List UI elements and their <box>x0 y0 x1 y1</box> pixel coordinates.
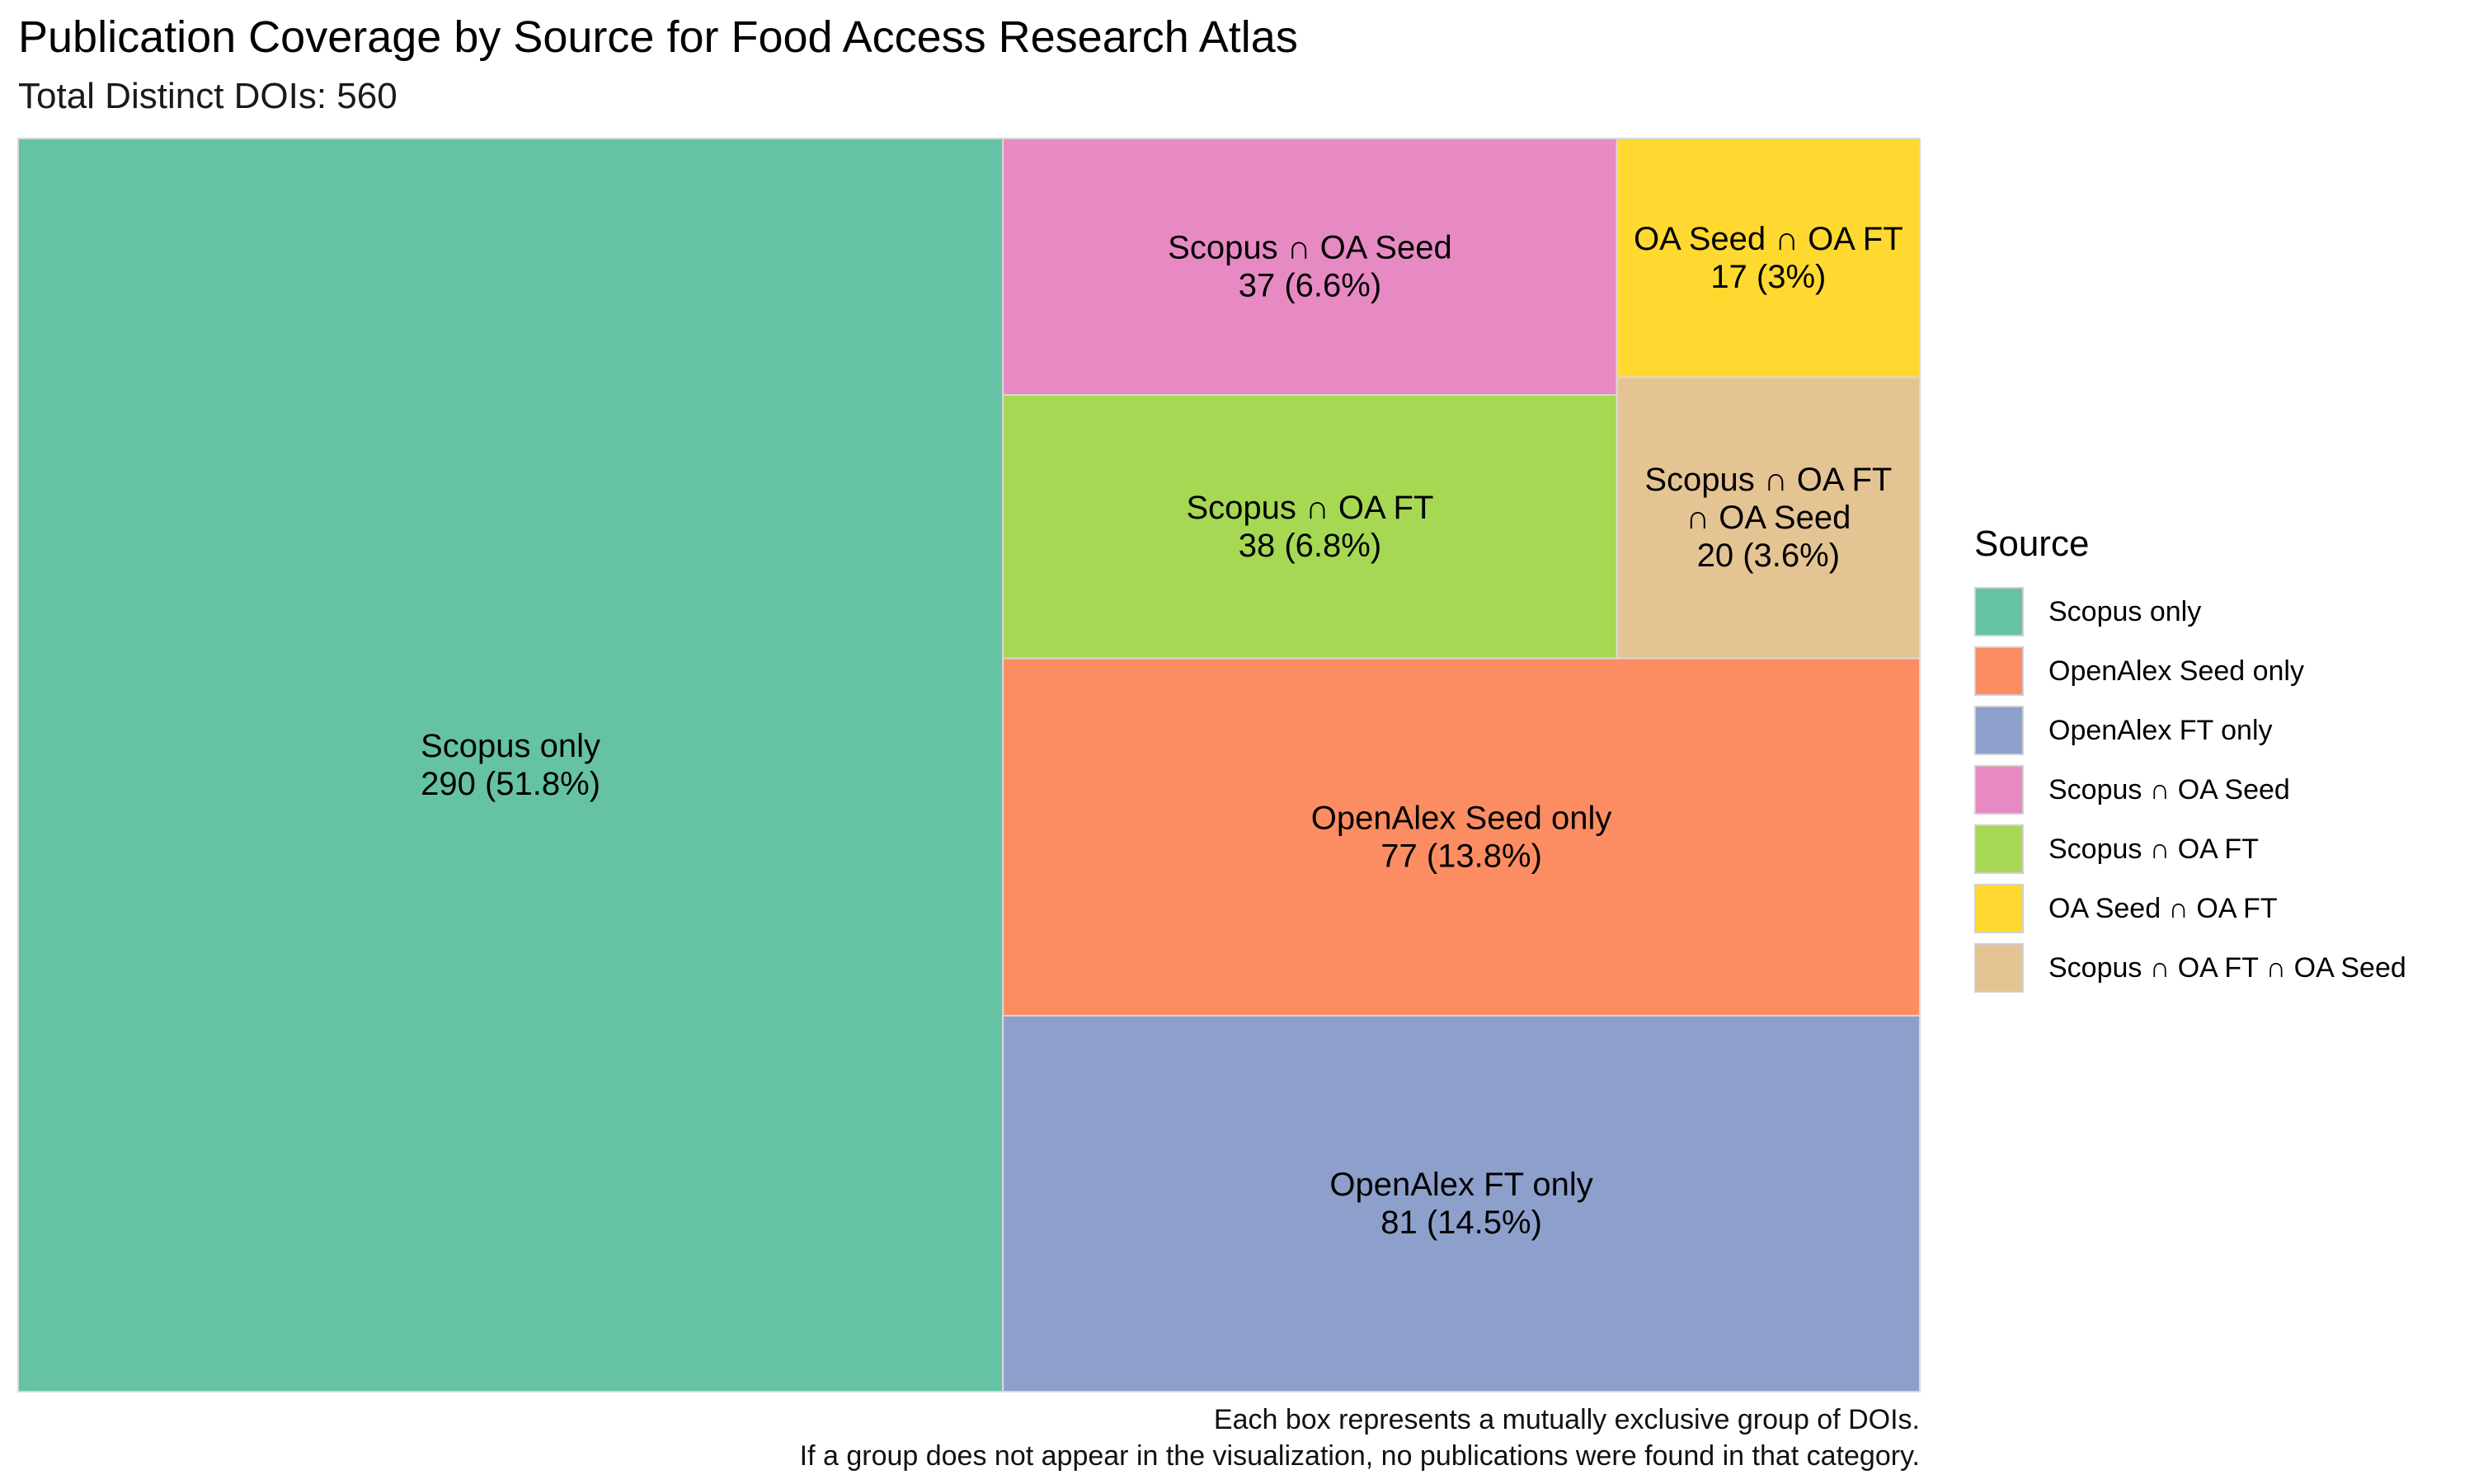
legend-swatch-scopus-only <box>1974 587 2024 636</box>
legend-swatch-scopus-and-oa-ft-and-oa-seed <box>1974 943 2024 993</box>
legend-label-oa-seed-and-oa-ft: OA Seed ∩ OA FT <box>2048 892 2278 924</box>
legend-swatch-openalex-ft-only <box>1974 706 2024 755</box>
treemap-label-oa-seed-and-oa-ft: OA Seed ∩ OA FT 17 (3%) <box>1634 221 1903 295</box>
legend-item-scopus-only: Scopus only <box>1974 582 2406 641</box>
treemap-tile-scopus-and-oa-ft <box>1002 394 1618 660</box>
treemap-tile-scopus-and-oa-seed <box>1002 138 1618 397</box>
chart-subtitle: Total Distinct DOIs: 560 <box>18 76 397 116</box>
legend-label-openalex-seed-only: OpenAlex Seed only <box>2048 655 2304 687</box>
legend-items: Scopus only OpenAlex Seed only OpenAlex FT… <box>1974 582 2406 998</box>
legend-swatch-scopus-and-oa-ft <box>1974 824 2024 874</box>
legend-item-oa-seed-and-oa-ft: OA Seed ∩ OA FT <box>1974 879 2406 938</box>
caption: Each box represents a mutually exclusive… <box>800 1402 1920 1474</box>
legend-item-scopus-and-oa-seed: Scopus ∩ OA Seed <box>1974 760 2406 819</box>
treemap-label-scopus-and-oa-ft: Scopus ∩ OA FT 38 (6.8%) <box>1186 490 1433 564</box>
treemap-tile-openalex-seed-only <box>1002 657 1921 1017</box>
legend-swatch-oa-seed-and-oa-ft <box>1974 884 2024 933</box>
legend-item-openalex-seed-only: OpenAlex Seed only <box>1974 641 2406 701</box>
caption-line-2: If a group does not appear in the visual… <box>799 1440 1920 1472</box>
treemap-label-scopus-and-oa-ft-and-oa-seed: Scopus ∩ OA FT ∩ OA Seed 20 (3.6%) <box>1644 462 1892 574</box>
legend-swatch-openalex-seed-only <box>1974 646 2024 696</box>
legend-item-scopus-and-oa-ft-and-oa-seed: Scopus ∩ OA FT ∩ OA Seed <box>1974 938 2406 998</box>
legend: Source Scopus only OpenAlex Seed only Open… <box>1974 519 2406 998</box>
treemap-label-scopus-only: Scopus only 290 (51.8%) <box>421 728 600 802</box>
legend-title: Source <box>1974 524 2090 564</box>
legend-item-scopus-and-oa-ft: Scopus ∩ OA FT <box>1974 819 2406 879</box>
treemap-tile-scopus-only <box>17 138 1004 1392</box>
treemap-label-openalex-seed-only: OpenAlex Seed only 77 (13.8%) <box>1311 800 1612 874</box>
legend-label-scopus-and-oa-ft: Scopus ∩ OA FT <box>2048 833 2259 865</box>
legend-label-scopus-only: Scopus only <box>2048 595 2202 627</box>
legend-label-scopus-and-oa-seed: Scopus ∩ OA Seed <box>2048 773 2290 805</box>
legend-label-scopus-and-oa-ft-and-oa-seed: Scopus ∩ OA FT ∩ OA Seed <box>2048 951 2406 984</box>
chart-title: Publication Coverage by Source for Food … <box>18 12 1298 62</box>
treemap-tile-scopus-and-oa-ft-and-oa-seed <box>1616 376 1921 660</box>
caption-line-1: Each box represents a mutually exclusive… <box>1213 1404 1920 1435</box>
treemap-tile-openalex-ft-only <box>1002 1015 1921 1392</box>
legend-item-openalex-ft-only: OpenAlex FT only <box>1974 701 2406 760</box>
treemap-label-openalex-ft-only: OpenAlex FT only 81 (14.5%) <box>1329 1167 1592 1241</box>
treemap-tile-oa-seed-and-oa-ft <box>1616 138 1921 378</box>
legend-label-openalex-ft-only: OpenAlex FT only <box>2048 714 2273 746</box>
legend-swatch-scopus-and-oa-seed <box>1974 765 2024 815</box>
treemap-label-scopus-and-oa-seed: Scopus ∩ OA Seed 37 (6.6%) <box>1168 230 1452 304</box>
